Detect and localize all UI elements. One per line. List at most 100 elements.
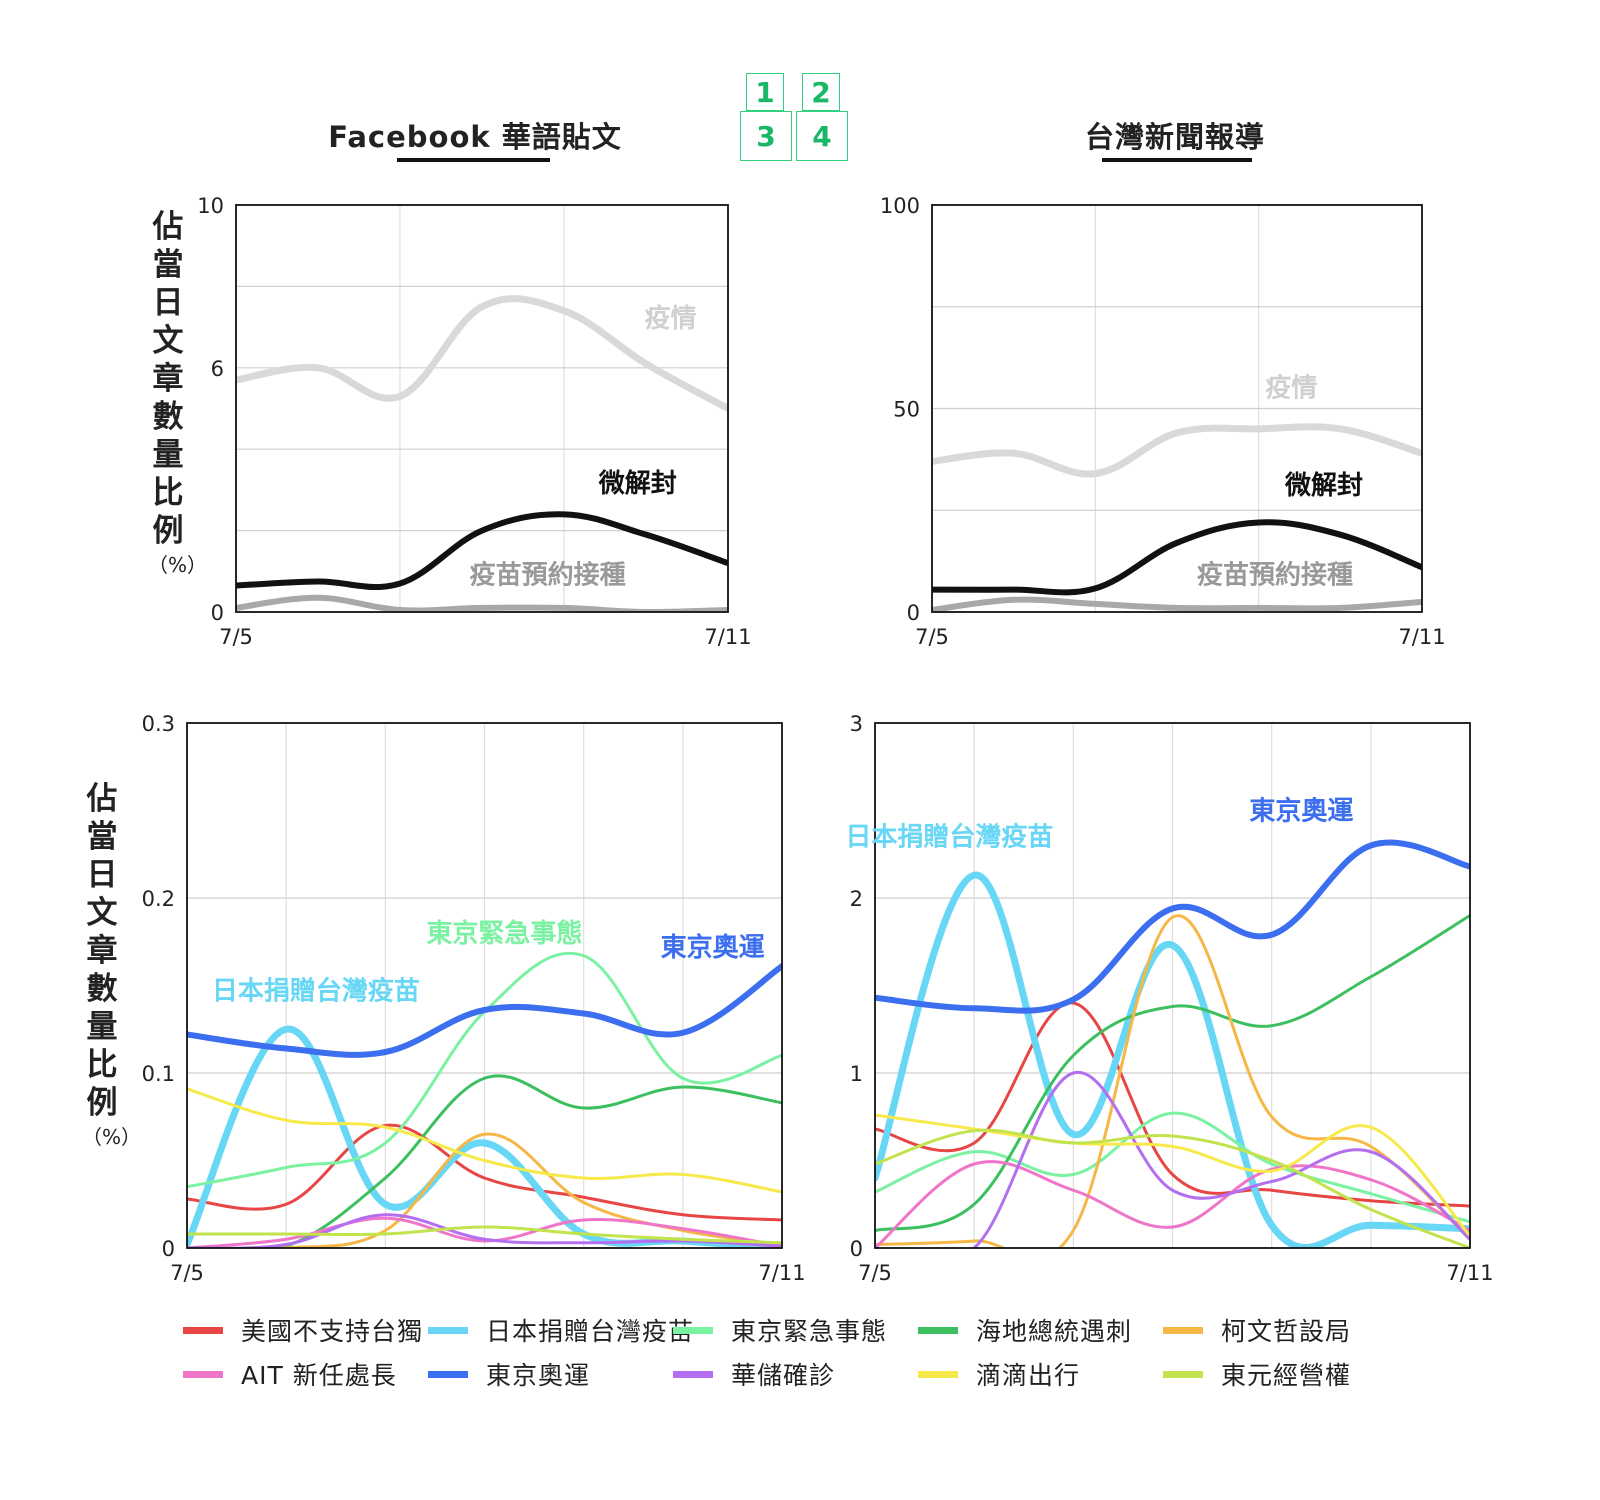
y-tick-label: 6 bbox=[211, 357, 224, 381]
legend-item: 海地總統遇刺 bbox=[918, 1310, 1132, 1350]
series-line-華儲確診 bbox=[187, 1213, 782, 1248]
legend-label: 美國不支持台獨 bbox=[241, 1317, 424, 1346]
news-chart-title: 台灣新聞報導 bbox=[1084, 120, 1265, 154]
x-tick-label-start: 7/5 bbox=[915, 625, 949, 649]
series-label-微解封: 微解封 bbox=[1284, 470, 1363, 501]
legend-label: 東元經營權 bbox=[1221, 1361, 1352, 1390]
series-line-東元經營權 bbox=[187, 1225, 782, 1245]
series-group bbox=[932, 423, 1422, 612]
plot-frame bbox=[874, 722, 1471, 1249]
y-axis-label-bottom: 佔當日文章數量比例 （%） bbox=[82, 780, 141, 1152]
legend-item: 華儲確診 bbox=[673, 1354, 835, 1394]
series-line-美國不支持台獨 bbox=[187, 1123, 782, 1222]
legend-label: AIT 新任處長 bbox=[241, 1361, 397, 1390]
x-tick-label-end: 7/11 bbox=[1446, 1261, 1493, 1285]
series-line-海地總統遇刺 bbox=[187, 1074, 782, 1248]
series-label-日本捐贈台灣疫苗: 日本捐贈台灣疫苗 bbox=[845, 822, 1053, 853]
legend-item: 日本捐贈台灣疫苗 bbox=[428, 1310, 694, 1350]
legend-label: 滴滴出行 bbox=[976, 1361, 1081, 1390]
y-tick-label: 0.3 bbox=[142, 712, 175, 736]
legend-swatch bbox=[428, 1370, 468, 1378]
page-2-button[interactable]: 2 bbox=[802, 73, 840, 111]
series-line-疫情 bbox=[932, 423, 1422, 478]
series-line-東京奧運 bbox=[875, 839, 1470, 1014]
series-line-疫情 bbox=[236, 295, 728, 412]
series-line-微解封 bbox=[932, 519, 1422, 596]
legend-label: 東京緊急事態 bbox=[731, 1317, 888, 1346]
legend-item: AIT 新任處長 bbox=[183, 1354, 397, 1394]
series-line-日本捐贈台灣疫苗 bbox=[875, 871, 1470, 1248]
legend-item: 東京奧運 bbox=[428, 1354, 590, 1394]
y-tick-label: 50 bbox=[893, 398, 920, 422]
legend-swatch bbox=[428, 1326, 468, 1334]
series-label-疫情: 疫情 bbox=[1265, 372, 1317, 403]
y-tick-label: 0 bbox=[211, 601, 224, 625]
legend-swatch bbox=[918, 1326, 958, 1334]
series-line-AIT新任處長 bbox=[187, 1216, 782, 1248]
legend-swatch bbox=[183, 1326, 223, 1334]
series-group bbox=[187, 951, 782, 1248]
legend-item: 東元經營權 bbox=[1163, 1354, 1351, 1394]
series-label-東京奧運: 東京奧運 bbox=[1249, 795, 1353, 826]
facebook-title-underline bbox=[397, 158, 550, 162]
news-bottom-chart: 0 1 2 3 7/5 7/11 日本捐贈台灣疫苗 東京奧運 bbox=[845, 712, 1493, 1285]
y-tick-label: 10 bbox=[197, 194, 224, 218]
y-tick-label: 0.2 bbox=[142, 887, 175, 911]
chart-pager: 1 2 3 4 bbox=[740, 73, 872, 169]
y-tick-label: 0 bbox=[162, 1237, 175, 1261]
y-tick-label: 0 bbox=[850, 1237, 863, 1261]
series-label-疫苗預約接種: 疫苗預約接種 bbox=[1197, 560, 1353, 591]
legend-swatch bbox=[1163, 1370, 1203, 1378]
x-tick-label-end: 7/11 bbox=[758, 1261, 805, 1285]
legend-swatch bbox=[183, 1370, 223, 1378]
legend-label: 華儲確診 bbox=[731, 1361, 836, 1390]
series-line-東京奧運 bbox=[187, 963, 782, 1058]
series-line-東京緊急事態 bbox=[875, 1111, 1470, 1224]
series-line-疫苗預約接種 bbox=[932, 596, 1422, 612]
legend-label: 柯文哲設局 bbox=[1221, 1317, 1352, 1346]
series-line-微解封 bbox=[236, 511, 728, 591]
legend-item: 柯文哲設局 bbox=[1163, 1310, 1351, 1350]
series-line-AIT新任處長 bbox=[875, 1160, 1470, 1248]
plot-frame bbox=[931, 204, 1423, 613]
x-tick-label-end: 7/11 bbox=[704, 625, 751, 649]
series-group bbox=[875, 839, 1470, 1248]
series-label-疫情: 疫情 bbox=[645, 303, 697, 334]
series-label-疫苗預約接種: 疫苗預約接種 bbox=[470, 560, 626, 591]
series-line-華儲確診 bbox=[875, 1071, 1470, 1248]
x-tick-label-start: 7/5 bbox=[219, 625, 253, 649]
y-tick-label: 3 bbox=[850, 712, 863, 736]
legend-swatch bbox=[1163, 1326, 1203, 1334]
legend-swatch bbox=[673, 1370, 713, 1378]
series-label-日本捐贈台灣疫苗: 日本捐贈台灣疫苗 bbox=[212, 976, 420, 1007]
series-line-海地總統遇刺 bbox=[875, 914, 1470, 1232]
legend-label: 日本捐贈台灣疫苗 bbox=[486, 1317, 695, 1346]
series-label-東京緊急事態: 東京緊急事態 bbox=[426, 918, 582, 949]
y-tick-label: 1 bbox=[850, 1062, 863, 1086]
page-1-button[interactable]: 1 bbox=[746, 73, 784, 111]
legend-item: 美國不支持台獨 bbox=[183, 1310, 423, 1350]
plot-frame bbox=[186, 722, 783, 1249]
legend-swatch bbox=[918, 1370, 958, 1378]
x-tick-label-start: 7/5 bbox=[170, 1261, 204, 1285]
y-tick-label: 2 bbox=[850, 887, 863, 911]
page-3-button[interactable]: 3 bbox=[740, 111, 792, 161]
y-tick-label: 0.1 bbox=[142, 1062, 175, 1086]
y-tick-label: 100 bbox=[880, 194, 920, 218]
series-line-滴滴出行 bbox=[187, 1087, 782, 1194]
legend-item: 滴滴出行 bbox=[918, 1354, 1080, 1394]
news-title-underline bbox=[1102, 158, 1252, 162]
series-label-東京奧運: 東京奧運 bbox=[661, 932, 765, 963]
series-line-滴滴出行 bbox=[875, 1113, 1470, 1238]
page-4-button[interactable]: 4 bbox=[796, 111, 848, 161]
x-tick-label-end: 7/11 bbox=[1398, 625, 1445, 649]
series-line-美國不支持台獨 bbox=[875, 1001, 1470, 1208]
x-tick-label-start: 7/5 bbox=[858, 1261, 892, 1285]
y-axis-label-top: 佔當日文章數量比例 （%） bbox=[148, 208, 207, 580]
y-tick-label: 0 bbox=[907, 601, 920, 625]
legend-item: 東京緊急事態 bbox=[673, 1310, 887, 1350]
